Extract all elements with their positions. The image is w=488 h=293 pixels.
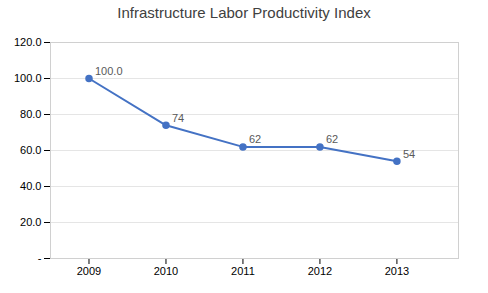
svg-text:40.0: 40.0 (20, 180, 41, 192)
svg-text:2013: 2013 (385, 265, 409, 277)
svg-text:100.0: 100.0 (14, 72, 42, 84)
svg-text:2011: 2011 (231, 265, 255, 277)
svg-text:62: 62 (326, 133, 338, 145)
svg-text:120.0: 120.0 (14, 36, 42, 48)
svg-text:20.0: 20.0 (20, 216, 41, 228)
svg-text:54: 54 (403, 148, 415, 160)
svg-text:60.0: 60.0 (20, 144, 41, 156)
html-text:Infrastructure Labor Productiv: Infrastructure Labor Productivity Index (117, 4, 371, 21)
svg-text:2012: 2012 (308, 265, 332, 277)
svg-text:2010: 2010 (154, 265, 178, 277)
svg-text:80.0: 80.0 (20, 108, 41, 120)
svg-text:62: 62 (249, 133, 261, 145)
svg-text:74: 74 (172, 112, 184, 124)
svg-text:100.0: 100.0 (95, 65, 123, 77)
svg-text:2009: 2009 (77, 265, 101, 277)
svg-text:-: - (38, 252, 42, 264)
